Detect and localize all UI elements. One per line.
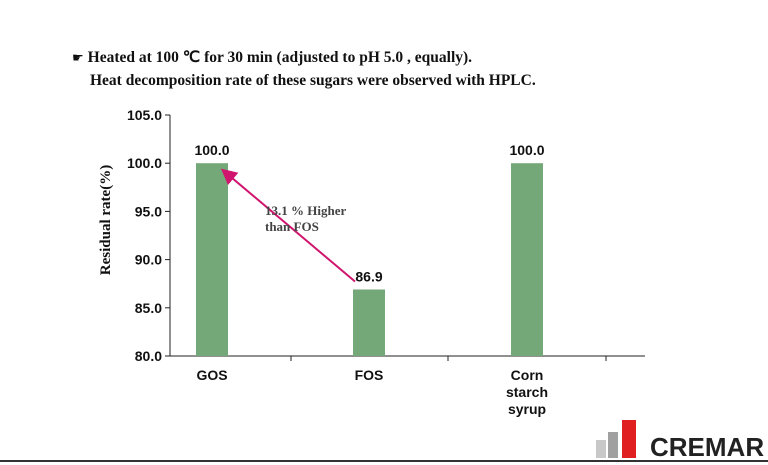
chart-labels: 80.0 85.0 90.0 95.0 100.0 105.0 100.0 GOS 86.9 FO… — [98, 107, 548, 417]
annotation-arrow — [220, 168, 356, 283]
bar — [196, 163, 228, 356]
category-label: GOS — [196, 367, 227, 383]
pointing-hand-icon: ☛ — [72, 51, 84, 66]
chart-annotation: 13.1 % Higher than FOS — [220, 168, 356, 283]
cremar-logo — [596, 420, 768, 460]
chart-bars — [196, 163, 543, 356]
bar — [353, 289, 385, 356]
y-tick-label: 90.0 — [135, 252, 162, 268]
data-label: 86.9 — [355, 268, 382, 284]
category-label: Corn starch syrup — [506, 367, 548, 417]
y-tick-label: 105.0 — [127, 107, 162, 123]
y-axis-label: Residual rate(%) — [98, 165, 114, 275]
header-line-2: Heat decomposition rate of these sugars … — [90, 72, 536, 89]
y-tick-label: 80.0 — [135, 348, 162, 364]
y-tick-label: 85.0 — [135, 300, 162, 316]
logo-text: CREMAR — [650, 432, 765, 462]
data-label: 100.0 — [509, 142, 544, 158]
bar — [511, 163, 543, 356]
category-label: FOS — [355, 367, 384, 383]
data-label: 100.0 — [194, 142, 229, 158]
logo-bars-icon — [596, 420, 636, 458]
y-tick-label: 95.0 — [135, 203, 162, 219]
y-tick-label: 100.0 — [127, 155, 162, 171]
header-line-1-text: Heated at 100 ℃ for 30 min (adjusted to … — [87, 49, 473, 66]
bottom-divider — [0, 460, 768, 462]
header-line-1: ☛ Heated at 100 ℃ for 30 min (adjusted to… — [72, 48, 472, 67]
annotation-text: 13.1 % Higher than FOS — [265, 203, 346, 234]
chart-axes — [165, 114, 645, 361]
